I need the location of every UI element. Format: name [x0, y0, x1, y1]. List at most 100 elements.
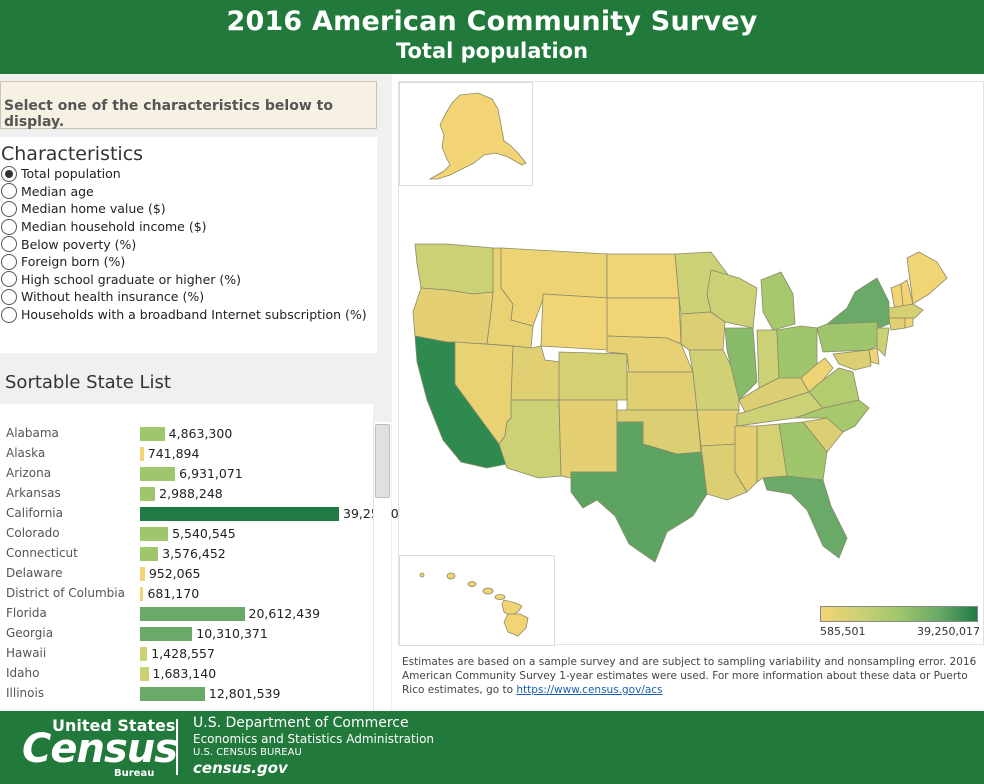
- hawaii-inset: [399, 555, 555, 646]
- state-value: 741,894: [147, 446, 200, 461]
- characteristics-radio-group: Total population Median age Median home va…: [0, 165, 377, 323]
- census-site-link[interactable]: census.gov: [193, 759, 288, 777]
- admin-name: Economics and Statistics Administration: [193, 732, 435, 746]
- characteristics-title: Characteristics: [1, 143, 144, 165]
- state-north-dakota[interactable]: [606, 253, 680, 299]
- radio-button[interactable]: [1, 306, 17, 323]
- state-value: 2,988,248: [159, 486, 223, 501]
- state-kansas[interactable]: [626, 371, 698, 411]
- radio-button[interactable]: [1, 271, 17, 288]
- state-new-jersey[interactable]: [876, 327, 890, 357]
- radio-button[interactable]: [1, 253, 17, 270]
- state-arkansas[interactable]: [696, 409, 740, 447]
- state-row[interactable]: Illinois 12,801,539: [0, 684, 370, 704]
- state-list[interactable]: Alabama 4,863,300 Alaska 741,894 Arizona 6,93…: [0, 404, 415, 712]
- alaska-map: [428, 92, 527, 180]
- state-connecticut[interactable]: [888, 317, 906, 331]
- state-pennsylvania[interactable]: [816, 321, 882, 353]
- state-massachusetts[interactable]: [888, 303, 924, 319]
- state-name: Hawaii: [6, 646, 47, 660]
- state-alaska[interactable]: [428, 92, 527, 180]
- acs-link[interactable]: https://www.census.gov/acs: [516, 684, 663, 696]
- state-row[interactable]: Colorado 5,540,545: [0, 524, 370, 544]
- characteristic-label: Total population: [21, 166, 121, 182]
- characteristic-option[interactable]: Below poverty (%): [0, 235, 377, 253]
- state-name: Alabama: [6, 426, 59, 440]
- state-florida[interactable]: [762, 475, 848, 559]
- footer-banner: United States Census Bureau U.S. Departm…: [0, 711, 984, 784]
- state-name: Alaska: [6, 446, 46, 460]
- state-value: 12,801,539: [208, 686, 281, 701]
- state-bar: [140, 687, 205, 701]
- characteristic-label: Median home value ($): [21, 201, 166, 217]
- state-value: 20,612,439: [248, 606, 321, 621]
- state-list-scrollbar[interactable]: [373, 422, 391, 712]
- state-bar: [140, 427, 165, 441]
- state-row[interactable]: California39,250,017: [0, 504, 415, 524]
- characteristic-option[interactable]: Median age: [0, 183, 377, 201]
- page-subtitle: Total population: [395, 39, 589, 63]
- characteristic-option[interactable]: Households with a broadband Internet sub…: [0, 306, 377, 324]
- radio-button[interactable]: [1, 218, 17, 235]
- hawaii-map: [419, 572, 529, 637]
- state-value: 5,540,545: [172, 526, 236, 541]
- state-washington[interactable]: [414, 243, 494, 295]
- state-row[interactable]: Hawaii 1,428,557: [0, 644, 370, 664]
- state-row[interactable]: Arizona 6,931,071: [0, 464, 370, 484]
- color-legend: 585,501 39,250,017: [820, 606, 980, 638]
- state-maryland[interactable]: [832, 349, 872, 371]
- state-row[interactable]: Alaska 741,894: [0, 444, 370, 464]
- state-california[interactable]: [414, 335, 508, 469]
- state-georgia[interactable]: [778, 421, 828, 481]
- state-new-york[interactable]: [825, 277, 890, 329]
- state-name: Colorado: [6, 526, 60, 540]
- state-bar: [140, 587, 144, 601]
- state-colorado[interactable]: [558, 351, 628, 401]
- characteristic-option[interactable]: Median household income ($): [0, 218, 377, 236]
- state-maine[interactable]: [906, 251, 948, 305]
- state-oregon[interactable]: [412, 287, 494, 345]
- radio-button[interactable]: [1, 165, 17, 182]
- radio-button[interactable]: [1, 236, 17, 253]
- state-row[interactable]: Delaware 952,065: [0, 564, 370, 584]
- us-map-panel[interactable]: [398, 81, 984, 646]
- state-utah[interactable]: [510, 345, 562, 401]
- characteristic-option[interactable]: Foreign born (%): [0, 253, 377, 271]
- state-name: Florida: [6, 606, 47, 620]
- bureau-name: U.S. CENSUS BUREAU: [193, 747, 302, 758]
- state-new-mexico[interactable]: [558, 399, 618, 479]
- state-bar: [140, 627, 193, 641]
- scrollbar-thumb[interactable]: [375, 424, 390, 498]
- state-name: Georgia: [6, 626, 54, 640]
- characteristic-label: Households with a broadband Internet sub…: [21, 307, 367, 323]
- characteristic-option[interactable]: Median home value ($): [0, 200, 377, 218]
- state-row[interactable]: Idaho 1,683,140: [0, 664, 370, 684]
- state-wisconsin[interactable]: [706, 269, 758, 329]
- state-mississippi[interactable]: [734, 425, 758, 493]
- state-row[interactable]: Arkansas 2,988,248: [0, 484, 370, 504]
- state-hawaii[interactable]: [419, 572, 529, 637]
- characteristic-option[interactable]: Total population: [0, 165, 377, 183]
- state-value: 1,683,140: [152, 666, 217, 681]
- characteristic-option[interactable]: Without health insurance (%): [0, 288, 377, 306]
- state-row[interactable]: Connecticut 3,576,452: [0, 544, 370, 564]
- state-michigan[interactable]: [760, 271, 796, 331]
- radio-button[interactable]: [1, 288, 17, 305]
- header-banner: 2016 American Community Survey Total pop…: [0, 0, 984, 74]
- state-bar: [140, 567, 145, 581]
- characteristic-option[interactable]: High school graduate or higher (%): [0, 271, 377, 289]
- state-row[interactable]: Alabama 4,863,300: [0, 424, 370, 444]
- state-west-virginia[interactable]: [800, 357, 834, 393]
- legend-min-label: 585,501: [820, 625, 866, 638]
- state-name: Connecticut: [6, 546, 78, 560]
- state-row[interactable]: District of Columbia 681,170: [0, 584, 370, 604]
- characteristic-label: Foreign born (%): [21, 254, 126, 270]
- radio-button[interactable]: [1, 183, 17, 200]
- state-row[interactable]: Florida 20,612,439: [0, 604, 370, 624]
- state-rhode-island[interactable]: [904, 317, 914, 329]
- state-bar: [140, 507, 339, 521]
- state-row[interactable]: Georgia 10,310,371: [0, 624, 370, 644]
- state-wyoming[interactable]: [540, 293, 610, 351]
- radio-button[interactable]: [1, 200, 17, 217]
- state-texas[interactable]: [570, 421, 708, 563]
